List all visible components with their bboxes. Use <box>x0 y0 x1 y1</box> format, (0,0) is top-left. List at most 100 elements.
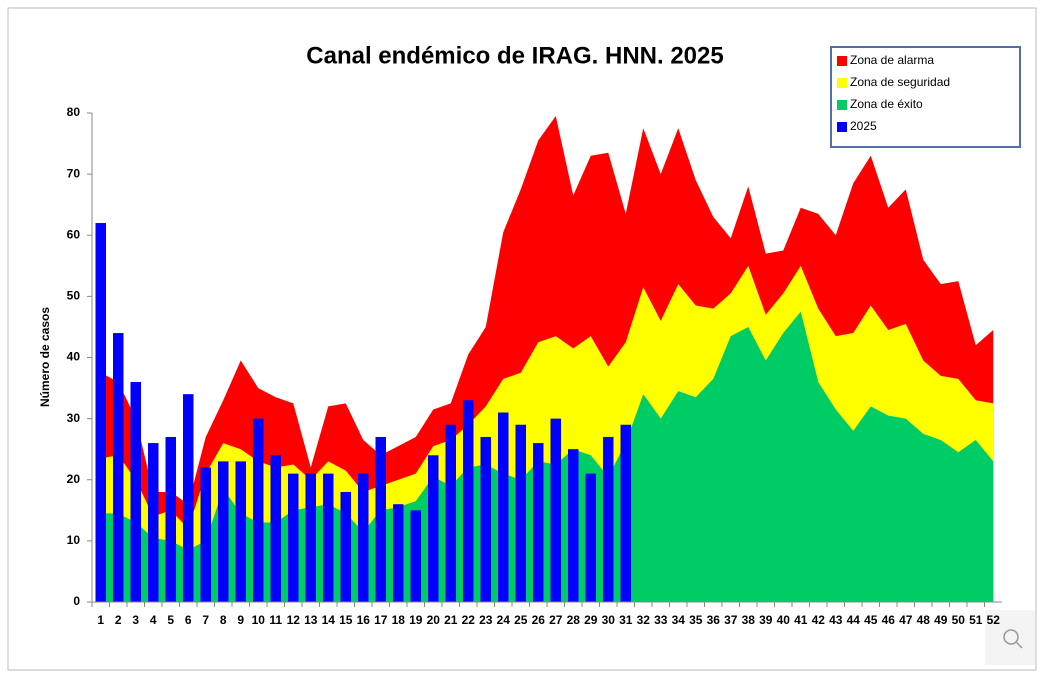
bar <box>445 424 456 602</box>
x-tick-label: 36 <box>707 613 721 627</box>
x-tick-label: 44 <box>847 613 861 627</box>
x-tick-label: 8 <box>220 613 227 627</box>
x-tick-label: 7 <box>202 613 209 627</box>
bar <box>375 436 386 602</box>
x-tick-label: 24 <box>497 613 511 627</box>
bar <box>463 400 474 602</box>
x-tick-label: 51 <box>969 613 983 627</box>
x-tick-label: 48 <box>917 613 931 627</box>
bar <box>305 473 316 602</box>
bar <box>393 504 404 602</box>
bar <box>428 455 439 602</box>
y-tick-label: 0 <box>73 594 80 608</box>
x-tick-label: 33 <box>654 613 668 627</box>
x-tick-label: 15 <box>339 613 353 627</box>
bar <box>550 418 561 602</box>
bar <box>515 424 526 602</box>
x-tick-label: 46 <box>882 613 896 627</box>
legend-label: Zona de alarma <box>850 53 934 67</box>
bar <box>113 333 124 602</box>
x-tick-label: 9 <box>237 613 244 627</box>
bar <box>148 443 159 602</box>
legend-swatch <box>837 56 847 66</box>
bar <box>498 412 509 602</box>
bar <box>585 473 596 602</box>
x-tick-label: 23 <box>479 613 493 627</box>
bar <box>200 467 211 602</box>
legend-label: Zona de seguridad <box>850 75 950 89</box>
x-tick-label: 5 <box>167 613 174 627</box>
y-tick-label: 80 <box>67 105 81 119</box>
y-tick-label: 70 <box>67 166 81 180</box>
x-tick-label: 43 <box>829 613 843 627</box>
legend-swatch <box>837 122 847 132</box>
x-tick-label: 42 <box>812 613 826 627</box>
legend-box <box>830 46 1021 148</box>
bar <box>358 473 369 602</box>
bar <box>288 473 299 602</box>
bar <box>183 394 194 602</box>
x-tick-label: 35 <box>689 613 703 627</box>
bar <box>410 510 421 602</box>
legend-swatch <box>837 100 847 110</box>
zoom-lens <box>1003 629 1019 645</box>
x-tick-label: 28 <box>567 613 581 627</box>
legend-label: 2025 <box>850 119 877 133</box>
x-tick-label: 31 <box>619 613 633 627</box>
y-tick-label: 10 <box>67 533 81 547</box>
bar <box>165 436 176 602</box>
x-tick-label: 16 <box>357 613 371 627</box>
x-tick-label: 12 <box>287 613 301 627</box>
x-tick-label: 6 <box>185 613 192 627</box>
legend: Zona de alarma Zona de seguridad Zona de é… <box>830 46 1021 148</box>
bar <box>568 449 579 602</box>
chart-title: Canal endémico de IRAG. HNN. 2025 <box>306 42 723 69</box>
bar <box>323 473 334 602</box>
x-tick-label: 30 <box>602 613 616 627</box>
x-tick-label: 34 <box>672 613 686 627</box>
y-tick-label: 50 <box>67 289 81 303</box>
bar <box>130 381 141 602</box>
x-tick-label: 50 <box>952 613 966 627</box>
x-tick-label: 41 <box>794 613 808 627</box>
x-tick-label: 14 <box>322 613 336 627</box>
x-tick-label: 2 <box>115 613 122 627</box>
x-tick-label: 52 <box>987 613 1001 627</box>
x-tick-label: 26 <box>532 613 546 627</box>
x-tick-label: 38 <box>742 613 756 627</box>
zoom-button[interactable] <box>985 610 1035 665</box>
x-tick-label: 3 <box>132 613 139 627</box>
bar <box>270 455 281 602</box>
legend-label: Zona de éxito <box>850 97 923 111</box>
x-tick-label: 11 <box>269 613 282 627</box>
x-tick-label: 27 <box>549 613 563 627</box>
x-tick-label: 49 <box>934 613 948 627</box>
y-axis-label: Número de casos <box>38 307 52 407</box>
x-tick-label: 20 <box>427 613 441 627</box>
x-tick-label: 37 <box>724 613 738 627</box>
y-tick-label: 40 <box>67 350 81 364</box>
x-tick-label: 25 <box>514 613 528 627</box>
bar <box>480 436 491 602</box>
x-tick-label: 45 <box>864 613 878 627</box>
x-tick-label: 4 <box>150 613 157 627</box>
zoom-handle <box>1015 641 1023 649</box>
bar <box>620 424 631 602</box>
y-tick-label: 30 <box>67 411 81 425</box>
x-tick-label: 13 <box>304 613 318 627</box>
x-tick-label: 19 <box>409 613 423 627</box>
legend-swatch <box>837 78 847 88</box>
zoom-icon[interactable] <box>985 610 1035 665</box>
bar <box>95 223 106 602</box>
x-tick-label: 21 <box>444 613 458 627</box>
bar <box>253 418 264 602</box>
x-tick-label: 32 <box>637 613 651 627</box>
x-tick-label: 17 <box>374 613 388 627</box>
bar <box>603 436 614 602</box>
y-tick-label: 60 <box>67 227 81 241</box>
x-tick-label: 29 <box>584 613 598 627</box>
x-tick-label: 39 <box>759 613 773 627</box>
bar <box>218 461 229 602</box>
x-tick-label: 18 <box>392 613 406 627</box>
